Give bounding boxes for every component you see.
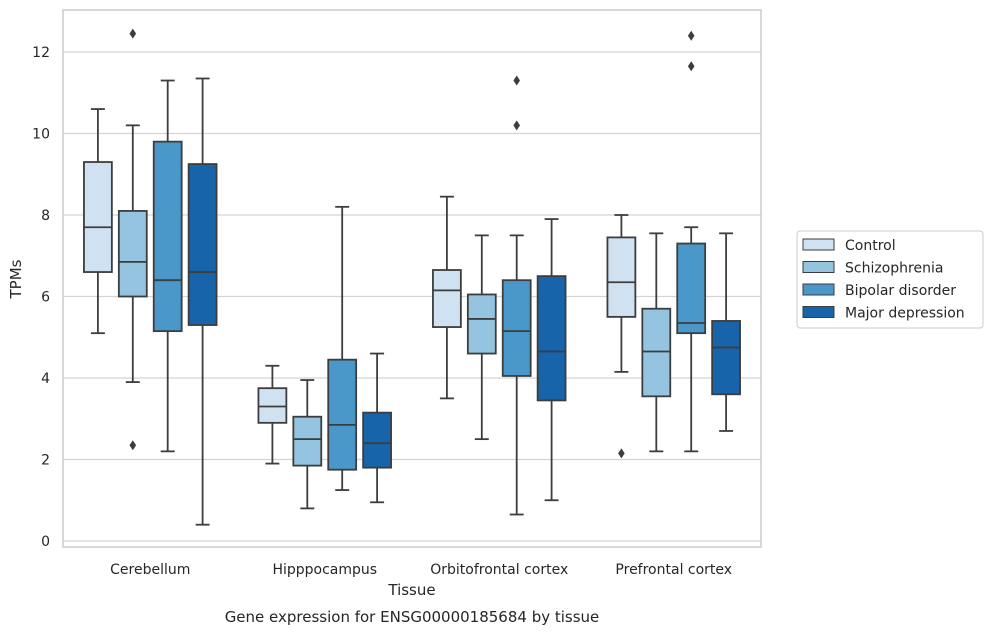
legend-swatch: [802, 283, 835, 296]
box-iqr: [466, 293, 497, 355]
outlier-point: [618, 448, 625, 459]
box-control: [83, 108, 113, 335]
box-iqr: [327, 358, 358, 471]
legend-frame: [796, 230, 984, 329]
y-tick-label: 10: [32, 127, 50, 143]
chart-caption: Gene expression for ENSG00000185684 by t…: [225, 608, 600, 626]
outlier-point: [129, 28, 137, 39]
legend-label: Bipolar disorder: [845, 283, 956, 299]
box-iqr: [187, 163, 218, 326]
box-schizophrenia: [641, 232, 672, 453]
y-tick-label: 8: [41, 208, 50, 224]
x-axis-label: Tissue: [387, 581, 435, 599]
x-tick-label: Orbitofrontal cortex: [430, 562, 568, 578]
y-axis-ticks: 0 2 4 6 8 10 12: [32, 45, 50, 550]
box-iqr: [641, 307, 672, 398]
box-iqr: [83, 161, 113, 273]
box-iqr: [152, 140, 183, 333]
legend-swatch: [802, 238, 835, 251]
box-iqr: [292, 415, 323, 467]
box-iqr: [501, 279, 532, 377]
x-tick-label: Cerebellum: [110, 562, 190, 578]
x-tick-label: Prefrontal cortex: [615, 562, 732, 578]
box-bipolar-disorder: [501, 75, 532, 516]
outlier-point: [513, 75, 520, 86]
outlier-point: [687, 61, 695, 72]
box-bipolar-disorder: [152, 79, 183, 453]
box-control: [606, 214, 637, 459]
box-groups: [83, 28, 741, 526]
box-iqr: [362, 411, 392, 469]
box-schizophrenia: [292, 379, 323, 510]
box-control: [432, 195, 462, 400]
box-major-depression: [711, 232, 741, 432]
box-major-depression: [362, 352, 392, 504]
plot-frame: [62, 9, 762, 548]
outlier-point: [687, 30, 695, 41]
box-schizophrenia: [466, 234, 497, 441]
y-tick-label: 4: [41, 371, 50, 387]
x-axis-ticks: Cerebellum Hipppocampus Orbitofrontal cort…: [110, 562, 732, 578]
legend-label: Schizophrenia: [845, 261, 943, 277]
y-tick-label: 6: [41, 290, 50, 306]
box-iqr: [432, 269, 462, 328]
box-major-depression: [187, 77, 218, 526]
x-tick-label: Hipppocampus: [272, 562, 377, 578]
y-tick-label: 0: [41, 534, 50, 550]
box-iqr: [606, 236, 637, 318]
y-tick-label: 2: [41, 453, 50, 469]
box-iqr: [676, 242, 707, 335]
legend: Control Schizophrenia Bipolar disorder Majo…: [796, 230, 984, 329]
box-control: [257, 364, 288, 465]
box-iqr: [536, 275, 567, 402]
legend-label: Control: [845, 238, 896, 254]
legend-swatch: [802, 261, 835, 273]
legend-label: Major depression: [845, 306, 965, 322]
outlier-point: [513, 120, 520, 131]
box-major-depression: [536, 218, 567, 502]
box-bipolar-disorder: [676, 30, 707, 453]
y-axis-label: TPMs: [7, 259, 25, 299]
box-iqr: [257, 387, 288, 424]
legend-swatch: [802, 306, 835, 318]
outlier-point: [129, 440, 137, 451]
box-schizophrenia: [117, 28, 148, 451]
box-iqr: [711, 320, 741, 396]
y-tick-label: 12: [32, 45, 50, 61]
box-bipolar-disorder: [327, 205, 358, 491]
box-iqr: [117, 210, 148, 298]
